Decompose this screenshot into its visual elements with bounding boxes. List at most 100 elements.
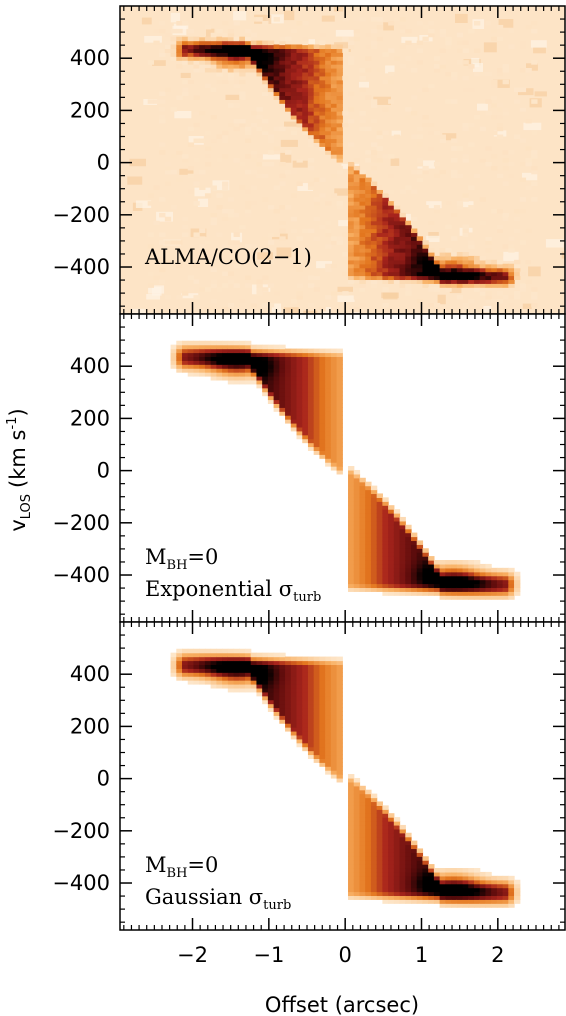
heatmap-cell — [193, 122, 200, 128]
heatmap-cell — [307, 699, 315, 705]
heatmap-cell — [433, 583, 441, 589]
heatmap-cell — [262, 302, 269, 308]
heatmap-cell — [359, 259, 366, 265]
heatmap-cell — [296, 154, 303, 159]
heatmap-cell — [502, 579, 509, 585]
heatmap-cell — [290, 403, 298, 408]
heatmap-cell — [411, 887, 418, 893]
heatmap-cell — [187, 287, 195, 292]
heatmap-cell — [388, 571, 395, 577]
heatmap-cell — [307, 383, 315, 389]
heatmap-cell — [353, 875, 361, 881]
heatmap-cell — [267, 672, 275, 677]
heatmap-cell — [273, 348, 280, 354]
heatmap-cell — [376, 493, 383, 498]
heatmap-cell — [233, 676, 240, 681]
heatmap-cell — [388, 205, 395, 210]
heatmap-cell — [325, 122, 332, 128]
heatmap-cell — [514, 591, 521, 596]
heatmap-cell — [227, 360, 235, 365]
heatmap-cell — [296, 723, 303, 728]
heatmap-cell — [365, 856, 372, 861]
heatmap-cell — [491, 583, 498, 589]
heatmap-cell — [296, 715, 303, 720]
heatmap-cell — [199, 56, 206, 61]
heatmap-cell — [302, 660, 309, 666]
heatmap-cell — [422, 591, 429, 596]
heatmap-cell — [496, 36, 504, 42]
heatmap-cell — [216, 205, 223, 210]
heatmap-cell — [491, 263, 498, 269]
heatmap-cell — [170, 660, 177, 666]
heatmap-cell — [456, 40, 464, 46]
heatmap-cell — [330, 379, 338, 385]
heatmap-cell — [182, 291, 189, 296]
heatmap-cell — [285, 707, 292, 712]
heatmap-cell — [479, 879, 487, 885]
heatmap-cell — [399, 244, 406, 249]
heatmap-cell — [348, 501, 355, 506]
heatmap-cell — [411, 267, 418, 273]
heatmap-cell — [262, 21, 269, 26]
heatmap-cell — [348, 864, 355, 869]
heatmap-cell — [353, 201, 361, 206]
heatmap-cell — [370, 821, 378, 826]
heatmap-cell — [405, 275, 412, 281]
heatmap-cell — [313, 111, 321, 116]
heatmap-cell — [250, 379, 258, 385]
heatmap-cell — [508, 903, 515, 908]
heatmap-cell — [222, 368, 229, 373]
heatmap-cell — [405, 28, 412, 34]
heatmap-cell — [353, 509, 361, 514]
heatmap-cell — [307, 422, 315, 428]
heatmap-cell — [273, 399, 280, 404]
heatmap-cell — [359, 181, 366, 187]
heatmap-cell — [267, 368, 275, 373]
heatmap-cell — [159, 255, 166, 261]
heatmap-cell — [399, 228, 406, 234]
heatmap-cell — [359, 560, 366, 565]
heatmap-cell — [462, 575, 469, 581]
heatmap-cell — [353, 489, 361, 495]
heatmap-cell — [227, 672, 235, 677]
heatmap-cell — [508, 248, 515, 253]
heatmap-cell — [519, 87, 527, 93]
heatmap-cell — [508, 895, 515, 900]
heatmap-cell — [279, 95, 286, 100]
heatmap-cell — [256, 114, 263, 120]
heatmap-cell — [267, 348, 275, 354]
heatmap-cell — [164, 48, 172, 53]
heatmap-cell — [370, 817, 378, 822]
heatmap-cell — [279, 344, 286, 350]
heatmap-cell — [336, 158, 343, 163]
heatmap-cell — [508, 283, 515, 288]
heatmap-cell — [319, 138, 326, 143]
heatmap-cell — [508, 883, 515, 889]
heatmap-cell — [336, 87, 343, 93]
noise-cell — [530, 40, 547, 48]
heatmap-cell — [353, 185, 361, 190]
heatmap-cell — [239, 95, 246, 100]
heatmap-cell — [468, 279, 475, 284]
heatmap-cell — [307, 107, 315, 112]
heatmap-cell — [256, 60, 263, 65]
heatmap-cell — [182, 664, 189, 669]
heatmap-cell — [147, 244, 154, 249]
heatmap-cell — [319, 691, 326, 697]
heatmap-cell — [307, 379, 315, 385]
heatmap-cell — [313, 99, 321, 104]
heatmap-cell — [365, 255, 372, 261]
heatmap-cell — [313, 442, 321, 448]
heatmap-cell — [468, 298, 475, 304]
heatmap-cell — [416, 173, 424, 179]
heatmap-cell — [496, 887, 504, 893]
heatmap-cell — [508, 591, 515, 596]
heatmap-cell — [428, 79, 435, 85]
heatmap-cell — [342, 259, 349, 265]
heatmap-cell — [336, 52, 343, 57]
heatmap-cell — [302, 67, 309, 73]
heatmap-cell — [485, 879, 492, 885]
heatmap-cell — [359, 828, 366, 834]
heatmap-cell — [479, 255, 487, 261]
